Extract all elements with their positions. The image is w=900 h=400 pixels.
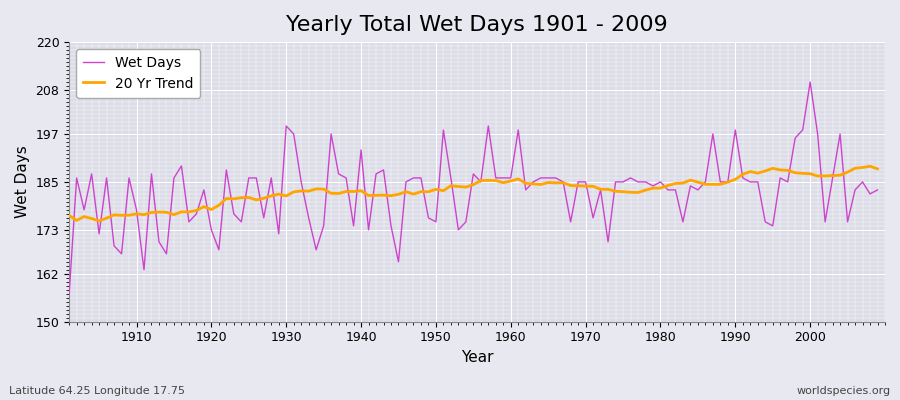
Wet Days [333, 172, 344, 176]
Title: Yearly Total Wet Days 1901 - 2009: Yearly Total Wet Days 1901 - 2009 [286, 15, 668, 35]
Wet Days [595, 188, 606, 192]
Line: Wet Days: Wet Days [69, 82, 878, 294]
Wet Days [123, 176, 134, 180]
Wet Days [64, 291, 75, 296]
Line: 20 Yr Trend: 20 Yr Trend [69, 166, 878, 221]
20 Yr Trend [513, 176, 524, 181]
20 Yr Trend [296, 188, 307, 193]
20 Yr Trend [872, 166, 883, 171]
Legend: Wet Days, 20 Yr Trend: Wet Days, 20 Yr Trend [76, 49, 201, 98]
20 Yr Trend [603, 187, 614, 192]
X-axis label: Year: Year [461, 350, 493, 365]
20 Yr Trend [506, 178, 517, 183]
Y-axis label: Wet Days: Wet Days [15, 146, 30, 218]
Wet Days [805, 80, 815, 84]
Wet Days [872, 188, 883, 192]
20 Yr Trend [64, 213, 75, 218]
Wet Days [498, 176, 508, 180]
20 Yr Trend [865, 164, 876, 169]
20 Yr Trend [94, 219, 104, 224]
Wet Days [288, 132, 299, 136]
Text: Latitude 64.25 Longitude 17.75: Latitude 64.25 Longitude 17.75 [9, 386, 185, 396]
Text: worldspecies.org: worldspecies.org [796, 386, 891, 396]
Wet Days [506, 176, 517, 180]
20 Yr Trend [341, 189, 352, 194]
20 Yr Trend [131, 212, 142, 216]
